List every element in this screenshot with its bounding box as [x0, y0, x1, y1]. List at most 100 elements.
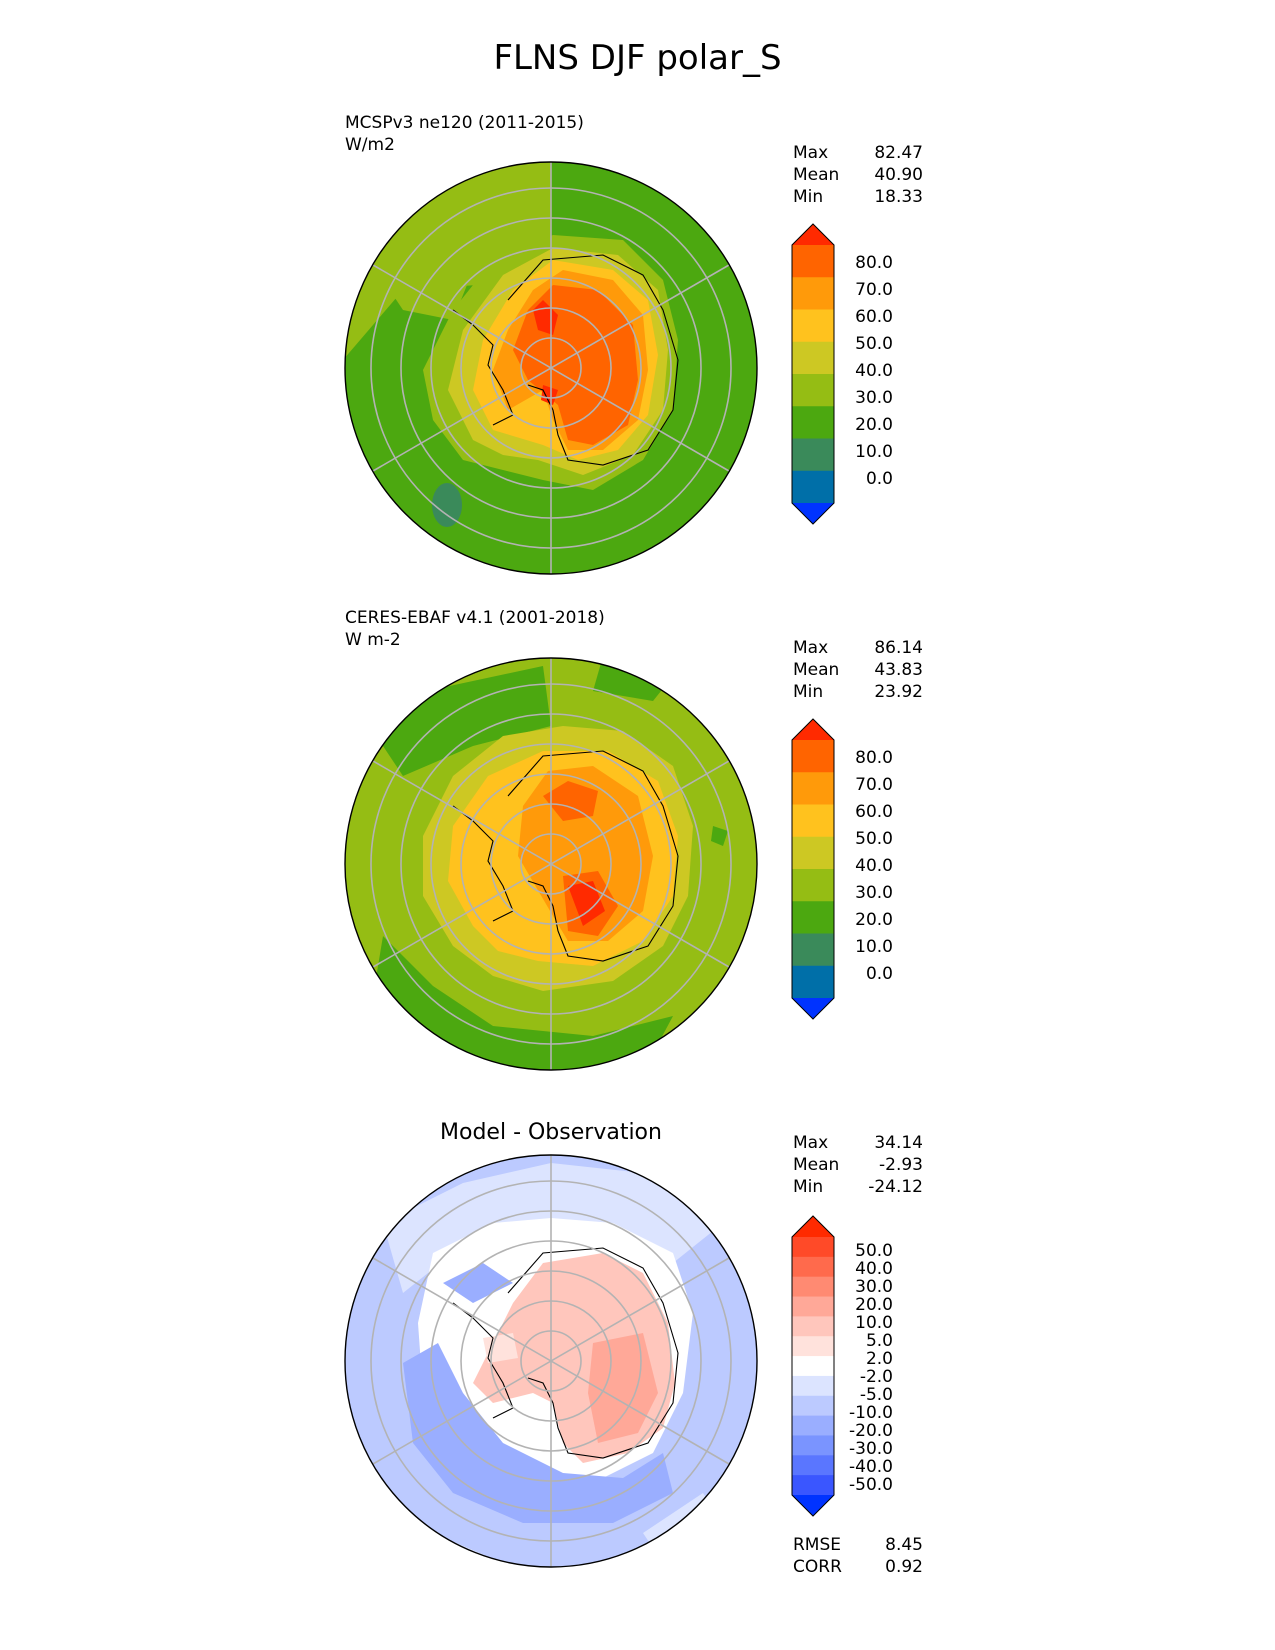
- colorbar-segment: [792, 1316, 834, 1337]
- colorbar-segment: [792, 470, 834, 504]
- colorbar-extend-max: [792, 719, 834, 740]
- colorbar-segment: [792, 1415, 834, 1437]
- cb-label: -2.0: [859, 1367, 893, 1387]
- colorbar-extend-min: [792, 1495, 834, 1516]
- colorbar-segment: [792, 438, 834, 472]
- colorbar-outline: [791, 223, 835, 525]
- stat-max-value: 82.47: [874, 143, 923, 163]
- rmse-value: 8.45: [885, 1535, 923, 1555]
- cb-label: 30.0: [855, 388, 893, 408]
- stat-mean-value: 40.90: [874, 165, 923, 185]
- panel-3-stats: Max 34.14 Mean -2.93 Min -24.12: [793, 1132, 923, 1198]
- stat-min-label: Min: [793, 187, 824, 207]
- cb-label: 40.0: [855, 856, 893, 876]
- panel-1-caption: MCSPv3 ne120 (2011-2015) W/m2: [345, 112, 584, 156]
- cb-label: 10.0: [855, 442, 893, 462]
- cb-label: 70.0: [855, 775, 893, 795]
- cb-label: 30.0: [855, 883, 893, 903]
- cb-label: -5.0: [859, 1385, 893, 1405]
- colorbar-segment: [792, 1296, 834, 1317]
- panel-3-colorbar: [791, 1215, 835, 1517]
- panel-1-polar-map: [344, 161, 758, 575]
- colorbar-segment: [792, 1435, 834, 1456]
- colorbar-segment: [792, 772, 834, 806]
- corr-label: CORR: [793, 1557, 842, 1577]
- stat-mean-label: Mean: [793, 660, 840, 680]
- colorbar-segment: [792, 933, 834, 967]
- cb-label: -10.0: [849, 1403, 893, 1423]
- stat-mean-label: Mean: [793, 165, 840, 185]
- stat-min-value: 23.92: [874, 682, 923, 702]
- stat-max-value: 86.14: [874, 638, 923, 658]
- rmse-label: RMSE: [793, 1535, 842, 1555]
- stat-max-value: 34.14: [874, 1133, 923, 1153]
- cb-label: 70.0: [855, 280, 893, 300]
- cb-label: 60.0: [855, 802, 893, 822]
- colorbar-segment: [792, 740, 834, 773]
- stat-min-value: 18.33: [874, 187, 923, 207]
- panel-2-polar-map: [344, 657, 758, 1071]
- cb-label: 50.0: [855, 334, 893, 354]
- cb-label: 20.0: [855, 910, 893, 930]
- cb-label: -20.0: [849, 1421, 893, 1441]
- colorbar-segment: [792, 1475, 834, 1496]
- cb-label: -50.0: [849, 1475, 893, 1495]
- colorbar-segment: [792, 1276, 834, 1298]
- stat-max-label: Max: [793, 638, 829, 658]
- colorbar-segment: [792, 1256, 834, 1278]
- colorbar-outline: [791, 1215, 835, 1517]
- corr-value: 0.92: [885, 1557, 923, 1577]
- cb-label: 2.0: [865, 1349, 893, 1369]
- panel-3-metrics: RMSE 8.45 CORR 0.92: [793, 1534, 923, 1578]
- colorbar-segment: [792, 804, 834, 838]
- panel-1-colorbar: [791, 223, 835, 525]
- panel-2-caption: CERES-EBAF v4.1 (2001-2018) W m-2: [345, 607, 605, 651]
- panel-2-colorbar: [791, 718, 835, 1020]
- colorbar-segment: [792, 869, 834, 902]
- colorbar-extend-min: [792, 998, 834, 1019]
- stat-min-label: Min: [793, 682, 824, 702]
- cb-label: -30.0: [849, 1439, 893, 1459]
- cb-label: 20.0: [855, 1295, 893, 1315]
- cb-label: 10.0: [855, 937, 893, 957]
- cb-label: 50.0: [855, 1241, 893, 1261]
- colorbar-segment: [792, 1375, 834, 1397]
- panel-2-dataset-label: CERES-EBAF v4.1 (2001-2018): [345, 608, 605, 628]
- colorbar-extend-max: [792, 1216, 834, 1237]
- colorbar-segment: [792, 374, 834, 407]
- stat-min-label: Min: [793, 1177, 824, 1197]
- stat-min-value: -24.12: [868, 1177, 923, 1197]
- stat-mean-label: Mean: [793, 1155, 840, 1175]
- colorbar-segment: [792, 277, 834, 311]
- cb-label: 10.0: [855, 1313, 893, 1333]
- cb-label: 80.0: [855, 748, 893, 768]
- cb-label: -40.0: [849, 1457, 893, 1477]
- colorbar-segment: [792, 1237, 834, 1258]
- stat-mean-value: 43.83: [874, 660, 923, 680]
- colorbar-outline: [791, 718, 835, 1020]
- cb-label: 60.0: [855, 307, 893, 327]
- cb-label: 0.0: [865, 469, 893, 489]
- colorbar-segment: [792, 245, 834, 278]
- panel-1-stats: Max 82.47 Mean 40.90 Min 18.33: [793, 142, 923, 208]
- colorbar-segment: [792, 901, 834, 935]
- cb-label: 80.0: [855, 253, 893, 273]
- colorbar-segment: [792, 406, 834, 440]
- colorbar-segment: [792, 965, 834, 999]
- stat-max-label: Max: [793, 143, 829, 163]
- cb-label: 0.0: [865, 964, 893, 984]
- figure-title: FLNS DJF polar_S: [493, 38, 782, 78]
- cb-label: 5.0: [865, 1331, 893, 1351]
- panel-1-dataset-label: MCSPv3 ne120 (2011-2015): [345, 113, 584, 133]
- colorbar-segment: [792, 341, 834, 375]
- panel-1-units-label: W/m2: [345, 135, 395, 155]
- panel-3-header: Model - Observation: [440, 1120, 662, 1145]
- colorbar-segment: [792, 1356, 834, 1377]
- cb-label: 40.0: [855, 361, 893, 381]
- colorbar-segment: [792, 1455, 834, 1476]
- panel-2-stats: Max 86.14 Mean 43.83 Min 23.92: [793, 637, 923, 703]
- colorbar-segment: [792, 1395, 834, 1417]
- cb-label: 40.0: [855, 1259, 893, 1279]
- stat-max-label: Max: [793, 1133, 829, 1153]
- stat-mean-value: -2.93: [879, 1155, 923, 1175]
